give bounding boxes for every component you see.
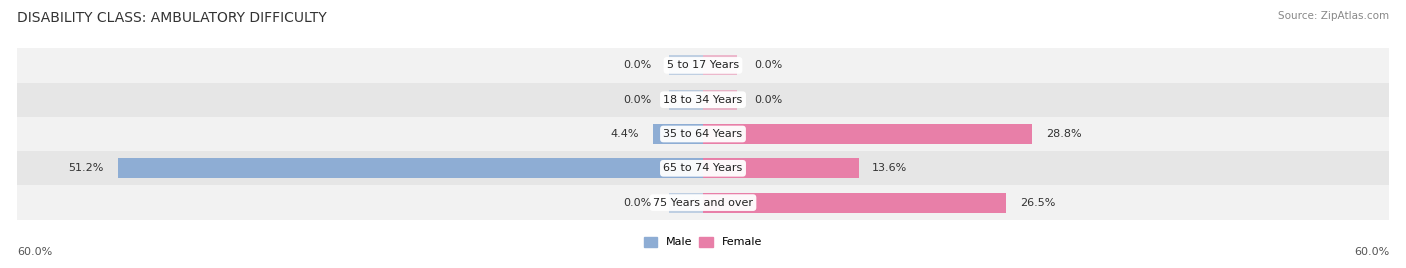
Text: 60.0%: 60.0%	[1354, 247, 1389, 257]
Text: 35 to 64 Years: 35 to 64 Years	[664, 129, 742, 139]
Text: DISABILITY CLASS: AMBULATORY DIFFICULTY: DISABILITY CLASS: AMBULATORY DIFFICULTY	[17, 11, 326, 25]
Bar	[17, 83, 1389, 117]
Bar	[703, 90, 737, 110]
Bar	[669, 90, 703, 110]
Text: 75 Years and over: 75 Years and over	[652, 198, 754, 208]
Text: 51.2%: 51.2%	[69, 163, 104, 173]
Bar	[669, 193, 703, 213]
Text: 13.6%: 13.6%	[872, 163, 907, 173]
Text: 18 to 34 Years: 18 to 34 Years	[664, 95, 742, 105]
Bar	[703, 193, 1007, 213]
Text: 65 to 74 Years: 65 to 74 Years	[664, 163, 742, 173]
Bar	[652, 124, 703, 144]
Bar	[703, 55, 737, 75]
Text: 0.0%: 0.0%	[755, 60, 783, 70]
Bar	[703, 124, 1032, 144]
Legend: Male, Female: Male, Female	[640, 232, 766, 252]
Text: Source: ZipAtlas.com: Source: ZipAtlas.com	[1278, 11, 1389, 21]
Bar	[17, 185, 1389, 220]
Bar	[17, 151, 1389, 185]
Text: 0.0%: 0.0%	[623, 95, 651, 105]
Text: 0.0%: 0.0%	[623, 198, 651, 208]
Text: 0.0%: 0.0%	[623, 60, 651, 70]
Text: 28.8%: 28.8%	[1046, 129, 1081, 139]
Bar	[118, 158, 703, 178]
Bar	[17, 117, 1389, 151]
Text: 5 to 17 Years: 5 to 17 Years	[666, 60, 740, 70]
Bar	[17, 48, 1389, 83]
Text: 4.4%: 4.4%	[610, 129, 638, 139]
Bar	[703, 158, 859, 178]
Text: 26.5%: 26.5%	[1019, 198, 1054, 208]
Text: 60.0%: 60.0%	[17, 247, 52, 257]
Bar	[669, 55, 703, 75]
Text: 0.0%: 0.0%	[755, 95, 783, 105]
